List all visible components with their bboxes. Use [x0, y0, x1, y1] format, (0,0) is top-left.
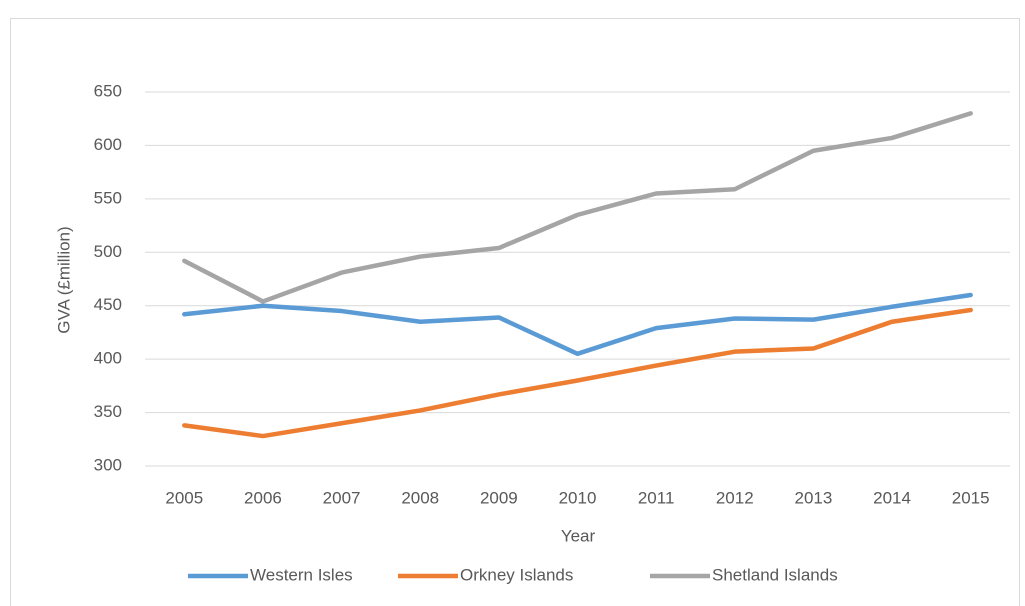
y-tick-label: 350	[94, 402, 122, 421]
x-axis-label: Year	[561, 526, 596, 545]
legend-label: Shetland Islands	[712, 565, 838, 584]
x-tick-label: 2006	[244, 488, 282, 507]
y-tick-label: 650	[94, 81, 122, 100]
series-line	[182, 292, 973, 357]
x-tick-label: 2007	[323, 488, 361, 507]
y-tick-label: 500	[94, 242, 122, 261]
x-tick-label: 2010	[559, 488, 597, 507]
x-tick-label: 2005	[165, 488, 203, 507]
y-tick-label: 450	[94, 295, 122, 314]
y-tick-label: 550	[94, 188, 122, 207]
x-tick-label: 2014	[873, 488, 911, 507]
x-tick-label: 2012	[716, 488, 754, 507]
x-tick-label: 2008	[401, 488, 439, 507]
y-axis-label: GVA (£million)	[54, 226, 73, 333]
series-line	[182, 307, 973, 439]
y-tick-label: 300	[94, 455, 122, 474]
legend-label: Western Isles	[250, 565, 353, 584]
series-line	[182, 111, 973, 304]
legend-label: Orkney Islands	[460, 565, 573, 584]
x-tick-label: 2015	[952, 488, 990, 507]
y-tick-label: 600	[94, 135, 122, 154]
y-tick-label: 400	[94, 349, 122, 368]
x-tick-label: 2011	[638, 488, 675, 507]
x-tick-label: 2009	[480, 488, 518, 507]
x-tick-label: 2013	[794, 488, 832, 507]
